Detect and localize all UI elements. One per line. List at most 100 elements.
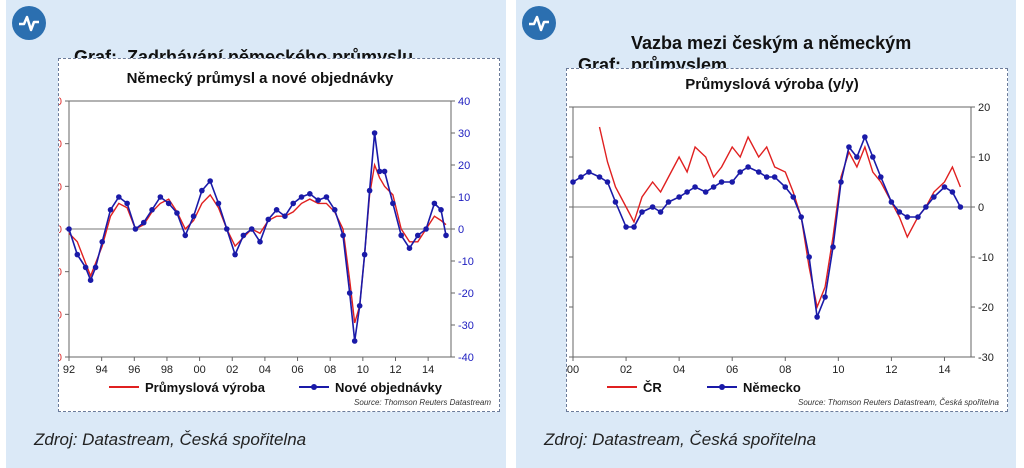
- series-point: [854, 154, 860, 160]
- left-source-footer: Zdroj: Datastream, Česká spořitelna: [34, 430, 307, 449]
- legend-label: Průmyslová výroba: [145, 380, 266, 395]
- legend-label: ČR: [643, 380, 662, 395]
- plot-area: [572, 106, 972, 358]
- chart-title: Německý průmysl a nové objednávky: [127, 70, 394, 87]
- y-right-tick-label: 0: [978, 202, 984, 214]
- chart-source-note: Source: Thomson Reuters Datastream: [354, 398, 491, 407]
- series-point: [298, 194, 305, 200]
- series-point: [340, 232, 346, 239]
- series-point: [822, 294, 828, 300]
- series-point: [586, 169, 592, 175]
- series-point: [957, 204, 964, 210]
- series-point: [92, 264, 99, 271]
- series-point: [124, 200, 130, 207]
- series-point: [240, 232, 247, 239]
- series-point: [346, 290, 353, 296]
- series-point: [165, 200, 172, 207]
- x-tick-label: 10: [832, 364, 844, 376]
- y-right-tick-label: -10: [458, 256, 474, 268]
- series-point: [904, 214, 911, 220]
- x-tick-label: 06: [726, 364, 738, 376]
- y-left-tick-label: 20: [59, 139, 62, 151]
- series-line-1: [598, 126, 962, 310]
- series-point: [87, 277, 94, 283]
- y-right-tick-label: 30: [458, 128, 470, 140]
- right-panel-title: Graf:Vazba mezi českým a německým průmys…: [578, 10, 1011, 76]
- series-point: [729, 179, 735, 185]
- y-right-tick-label: 20: [978, 102, 990, 114]
- series-point: [790, 194, 797, 200]
- series-point: [74, 251, 81, 258]
- series-point: [838, 179, 844, 185]
- series-point: [366, 187, 373, 194]
- series-point: [431, 200, 438, 207]
- series-point: [398, 232, 404, 239]
- series-point: [351, 338, 358, 344]
- series-point: [684, 189, 690, 195]
- x-tick-label: 10: [357, 364, 369, 376]
- series-point: [66, 226, 72, 232]
- pulse-icon: [19, 15, 39, 32]
- series-point: [745, 164, 751, 170]
- series-point: [623, 224, 629, 230]
- series-point: [376, 168, 383, 175]
- y-right-tick-label: -20: [978, 302, 994, 314]
- series-point: [596, 174, 603, 180]
- series-point: [140, 219, 147, 226]
- y-left-tick-label: -10: [59, 267, 62, 279]
- series-point: [676, 194, 682, 200]
- series-point: [132, 226, 139, 232]
- y-left-tick-label: 0: [59, 224, 62, 236]
- x-tick-label: 12: [885, 364, 897, 376]
- x-tick-label: 12: [389, 364, 401, 376]
- x-tick-label: 00: [567, 364, 579, 376]
- series-point: [877, 174, 884, 180]
- series-line-2: [68, 132, 447, 342]
- series-point: [949, 189, 956, 195]
- series-point: [99, 239, 106, 245]
- series-point: [612, 199, 619, 205]
- series-point: [702, 189, 709, 195]
- x-tick-label: 14: [422, 364, 434, 376]
- y-right-tick-label: 0: [458, 224, 464, 236]
- y-right-tick-label: 10: [458, 192, 470, 204]
- series-point: [207, 178, 213, 184]
- series-point: [806, 254, 812, 260]
- series-point: [737, 169, 743, 175]
- series-point: [846, 144, 852, 150]
- y-left-tick-label: -20: [59, 309, 62, 321]
- chart-cz-de-industry: Průmyslová výroba (y/y)20100-10-20-30201…: [567, 76, 1000, 407]
- pulse-logo-icon: [522, 6, 556, 40]
- chart-left-frame: Německý průmysl a nové objednávky 30 20 10 0…: [58, 58, 500, 412]
- y-left-tick-label: 30: [59, 96, 62, 108]
- series-point: [931, 194, 937, 200]
- legend-label: Nové objednávky: [335, 380, 443, 395]
- x-tick-label: 08: [779, 364, 791, 376]
- y-right-tick-label: -10: [978, 252, 994, 264]
- series-point: [657, 209, 664, 215]
- series-point: [896, 209, 903, 215]
- x-tick-label: 04: [259, 364, 271, 376]
- y-right-tick-label: -30: [978, 352, 994, 364]
- right-panel: Graf:Vazba mezi českým a německým průmys…: [516, 0, 1016, 468]
- series-point: [798, 214, 804, 220]
- series-point: [710, 184, 717, 190]
- series-point: [190, 213, 197, 219]
- series-point: [862, 134, 868, 140]
- series-point: [438, 207, 444, 213]
- x-tick-label: 98: [161, 364, 173, 376]
- series-point: [814, 314, 820, 320]
- y-right-tick-label: 10: [978, 152, 990, 164]
- series-point: [116, 194, 122, 200]
- series-point: [223, 226, 230, 232]
- series-point: [361, 251, 368, 258]
- x-tick-label: 94: [96, 364, 108, 376]
- series-line-2: [572, 134, 962, 321]
- series-point: [570, 179, 576, 185]
- series-point: [265, 216, 272, 223]
- legend-marker: [311, 384, 317, 390]
- series-point: [371, 130, 378, 136]
- series-point: [830, 244, 836, 250]
- series-point: [381, 168, 388, 175]
- series-point: [273, 207, 280, 213]
